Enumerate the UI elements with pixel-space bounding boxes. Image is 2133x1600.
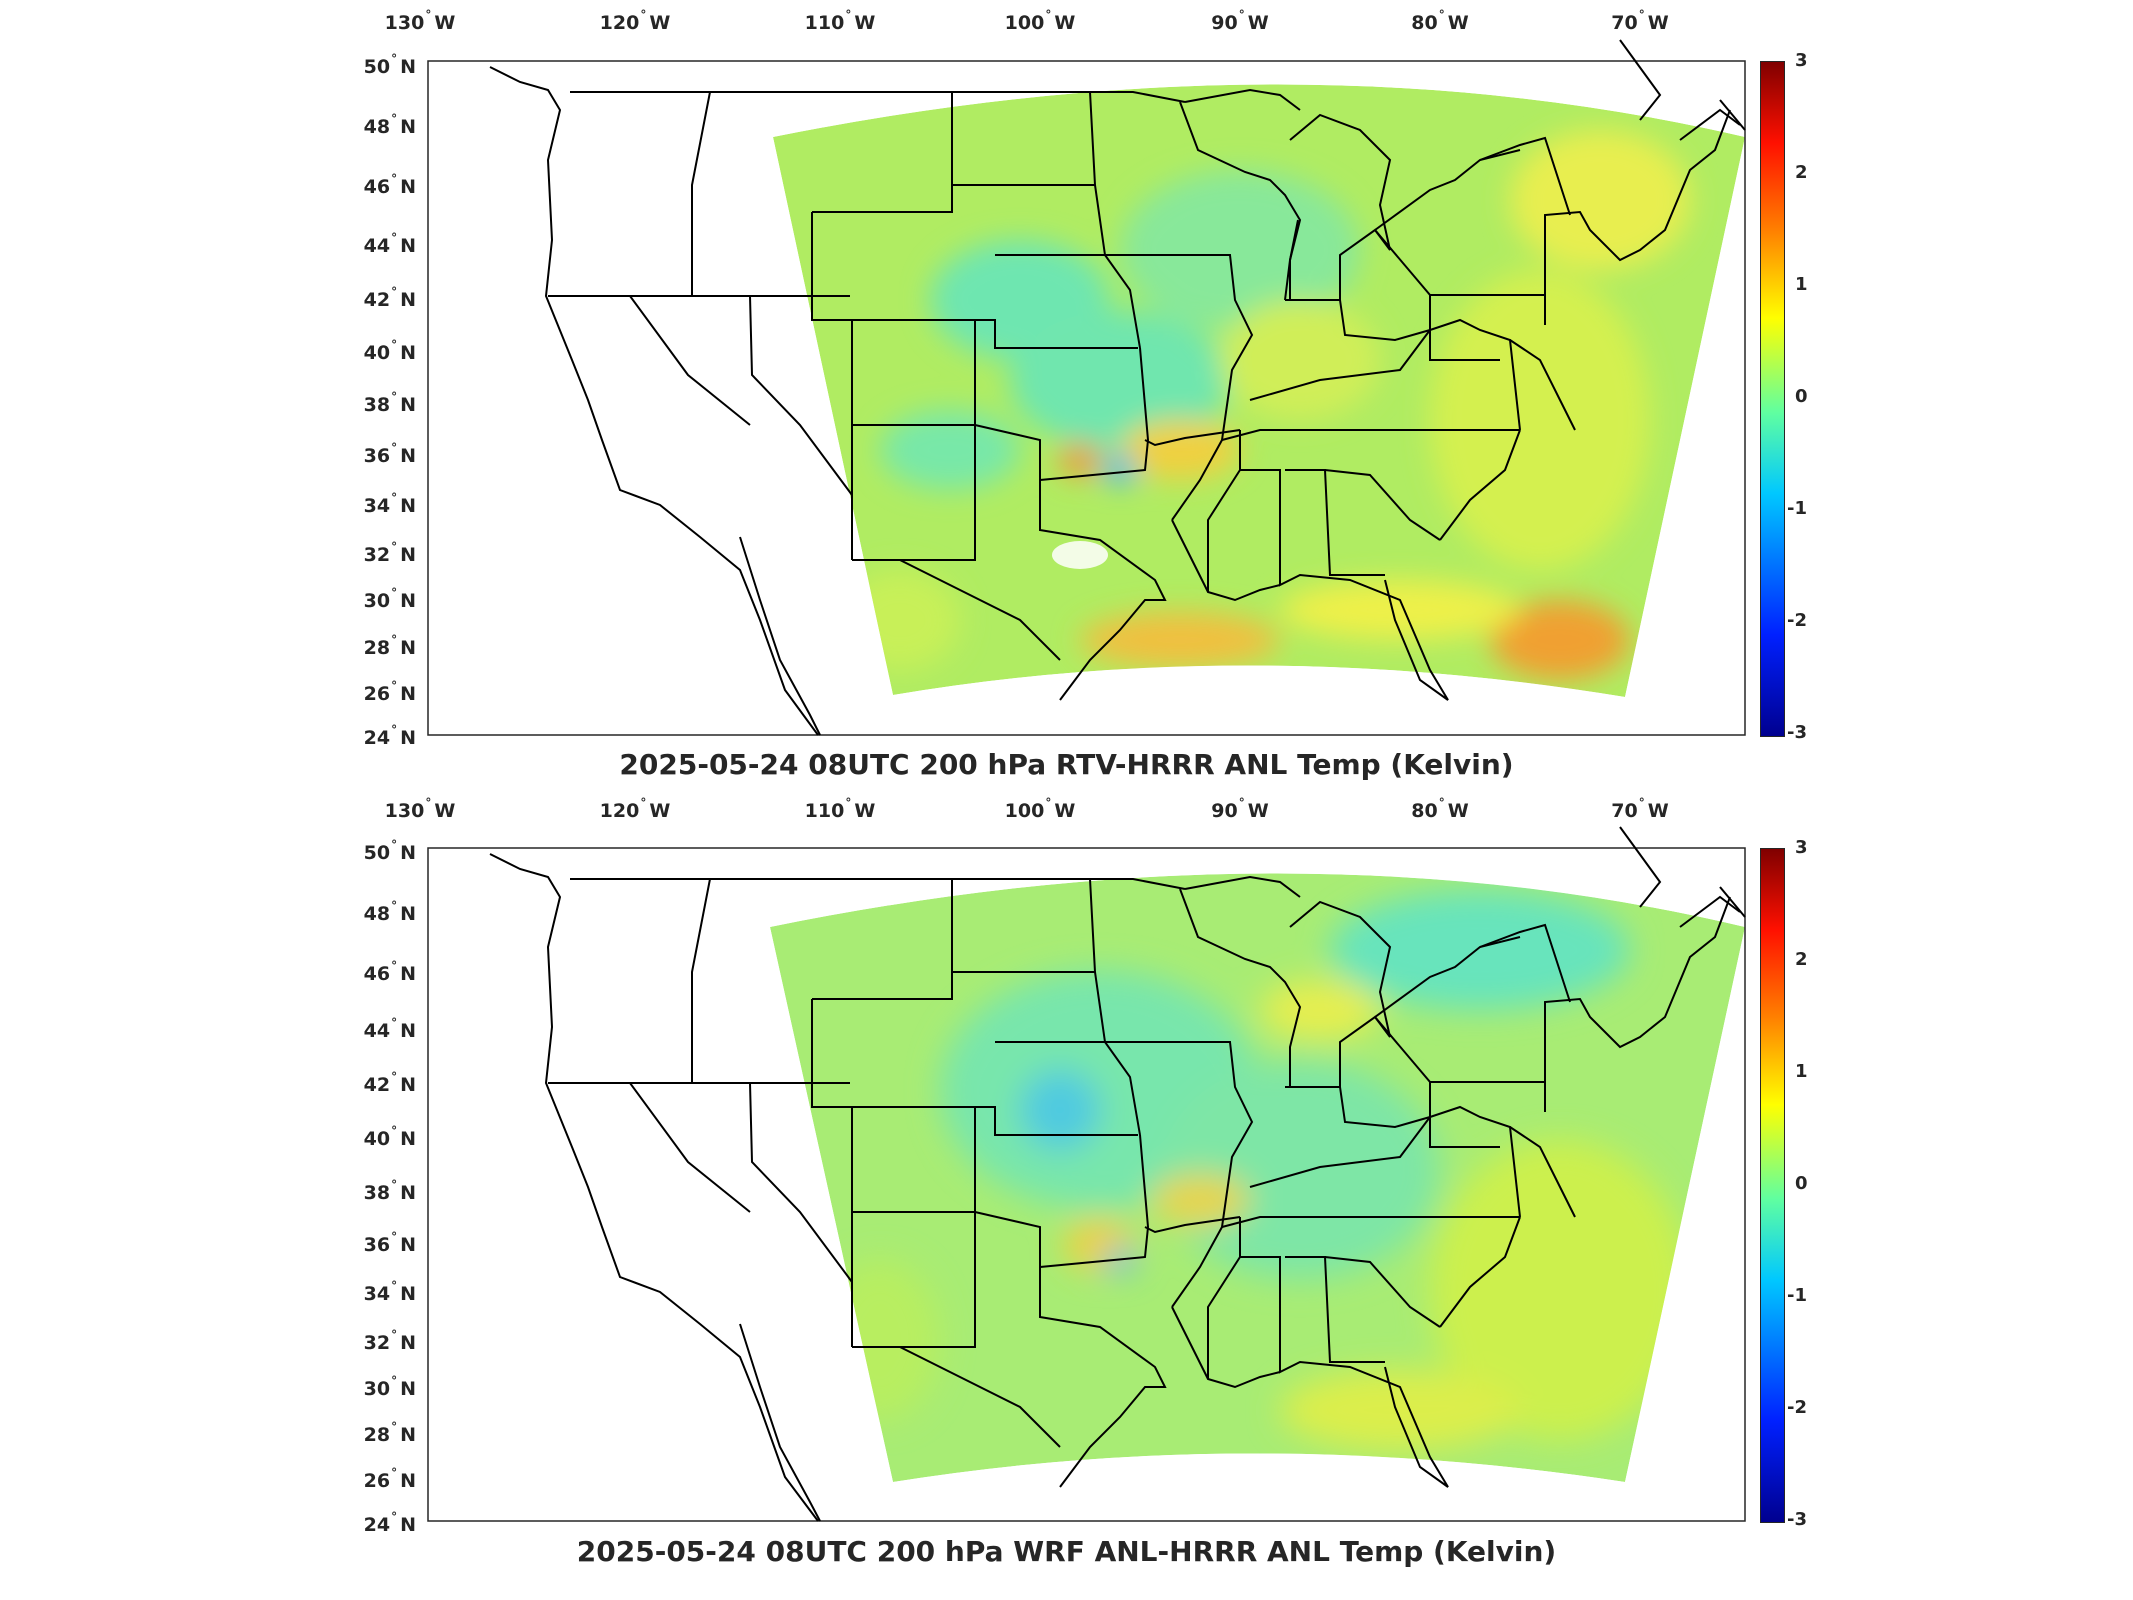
- colorbar-tick: 2: [1795, 949, 1808, 970]
- lat-label-36: 36° N: [363, 1230, 416, 1256]
- colorbar-top: [1760, 61, 1785, 737]
- lon-label-70: 70° W: [1611, 8, 1669, 34]
- lon-label-90: 90° W: [1211, 8, 1269, 34]
- map-canvas-top: [427, 39, 1746, 736]
- colorbar-tick: -1: [1787, 1285, 1807, 1306]
- lon-label-130: 130° W: [384, 796, 456, 822]
- colorbar-tick: -2: [1787, 610, 1807, 631]
- lat-label-36: 36° N: [363, 441, 416, 467]
- colorbar-tick: 3: [1795, 837, 1808, 858]
- lat-label-50: 50° N: [363, 838, 416, 864]
- colorbar-tick: 2: [1795, 162, 1808, 183]
- lon-label-80: 80° W: [1411, 8, 1469, 34]
- colorbar-tick: 3: [1795, 50, 1808, 71]
- map-panel-bottom: 130° W 120° W 110° W 100° W 90° W 80° W 70° W 5…: [0, 790, 2133, 1600]
- lat-label-48: 48° N: [363, 112, 416, 138]
- colorbar-tick: 1: [1795, 274, 1808, 295]
- coastline-and-state-borders: [489, 39, 1746, 736]
- panel-title-top: 2025-05-24 08UTC 200 hPa RTV-HRRR ANL Te…: [619, 748, 1514, 781]
- lat-label-42: 42° N: [363, 285, 416, 311]
- lon-label-90: 90° W: [1211, 796, 1269, 822]
- colorbar-tick: -3: [1787, 722, 1807, 743]
- lat-label-40: 40° N: [363, 338, 416, 364]
- colorbar-tick: -2: [1787, 1397, 1807, 1418]
- lat-label-24: 24° N: [363, 1510, 416, 1536]
- lat-label-48: 48° N: [363, 899, 416, 925]
- lat-label-34: 34° N: [363, 491, 416, 517]
- colorbar-bottom: [1760, 848, 1785, 1523]
- lat-label-44: 44° N: [363, 1016, 416, 1042]
- map-canvas-bottom: [427, 826, 1746, 1522]
- lon-label-110: 110° W: [804, 796, 876, 822]
- lat-label-42: 42° N: [363, 1070, 416, 1096]
- lat-label-32: 32° N: [363, 540, 416, 566]
- lon-label-120: 120° W: [599, 8, 671, 34]
- map-panel-top: 130° W 120° W 110° W 100° W 90° W 80° W 70° W 5…: [0, 0, 2133, 790]
- lat-label-46: 46° N: [363, 959, 416, 985]
- colorbar-tick: 0: [1795, 386, 1808, 407]
- lon-label-130: 130° W: [384, 8, 456, 34]
- lat-label-30: 30° N: [363, 586, 416, 612]
- lat-label-38: 38° N: [363, 1178, 416, 1204]
- colorbar-tick: -1: [1787, 498, 1807, 519]
- lat-label-24: 24° N: [363, 723, 416, 749]
- lat-label-26: 26° N: [363, 1466, 416, 1492]
- temperature-difference-field: [770, 873, 1745, 1482]
- lat-label-44: 44° N: [363, 231, 416, 257]
- lat-label-32: 32° N: [363, 1328, 416, 1354]
- lon-label-110: 110° W: [804, 8, 876, 34]
- lat-label-34: 34° N: [363, 1279, 416, 1305]
- colorbar-tick: 1: [1795, 1061, 1808, 1082]
- lat-label-46: 46° N: [363, 172, 416, 198]
- lat-label-28: 28° N: [363, 1420, 416, 1446]
- panel-title-bottom: 2025-05-24 08UTC 200 hPa WRF ANL-HRRR AN…: [576, 1535, 1557, 1568]
- coastline-and-state-borders: [489, 826, 1746, 1522]
- temperature-difference-field: [773, 84, 1745, 697]
- lat-label-50: 50° N: [363, 52, 416, 78]
- colorbar-tick: -3: [1787, 1509, 1807, 1530]
- lat-label-38: 38° N: [363, 390, 416, 416]
- lat-label-30: 30° N: [363, 1374, 416, 1400]
- lat-label-40: 40° N: [363, 1124, 416, 1150]
- lon-label-120: 120° W: [599, 796, 671, 822]
- colorbar-tick: 0: [1795, 1173, 1808, 1194]
- lat-label-28: 28° N: [363, 633, 416, 659]
- lon-label-100: 100° W: [1004, 796, 1076, 822]
- lon-label-80: 80° W: [1411, 796, 1469, 822]
- lon-label-70: 70° W: [1611, 796, 1669, 822]
- lon-label-100: 100° W: [1004, 8, 1076, 34]
- lat-label-26: 26° N: [363, 679, 416, 705]
